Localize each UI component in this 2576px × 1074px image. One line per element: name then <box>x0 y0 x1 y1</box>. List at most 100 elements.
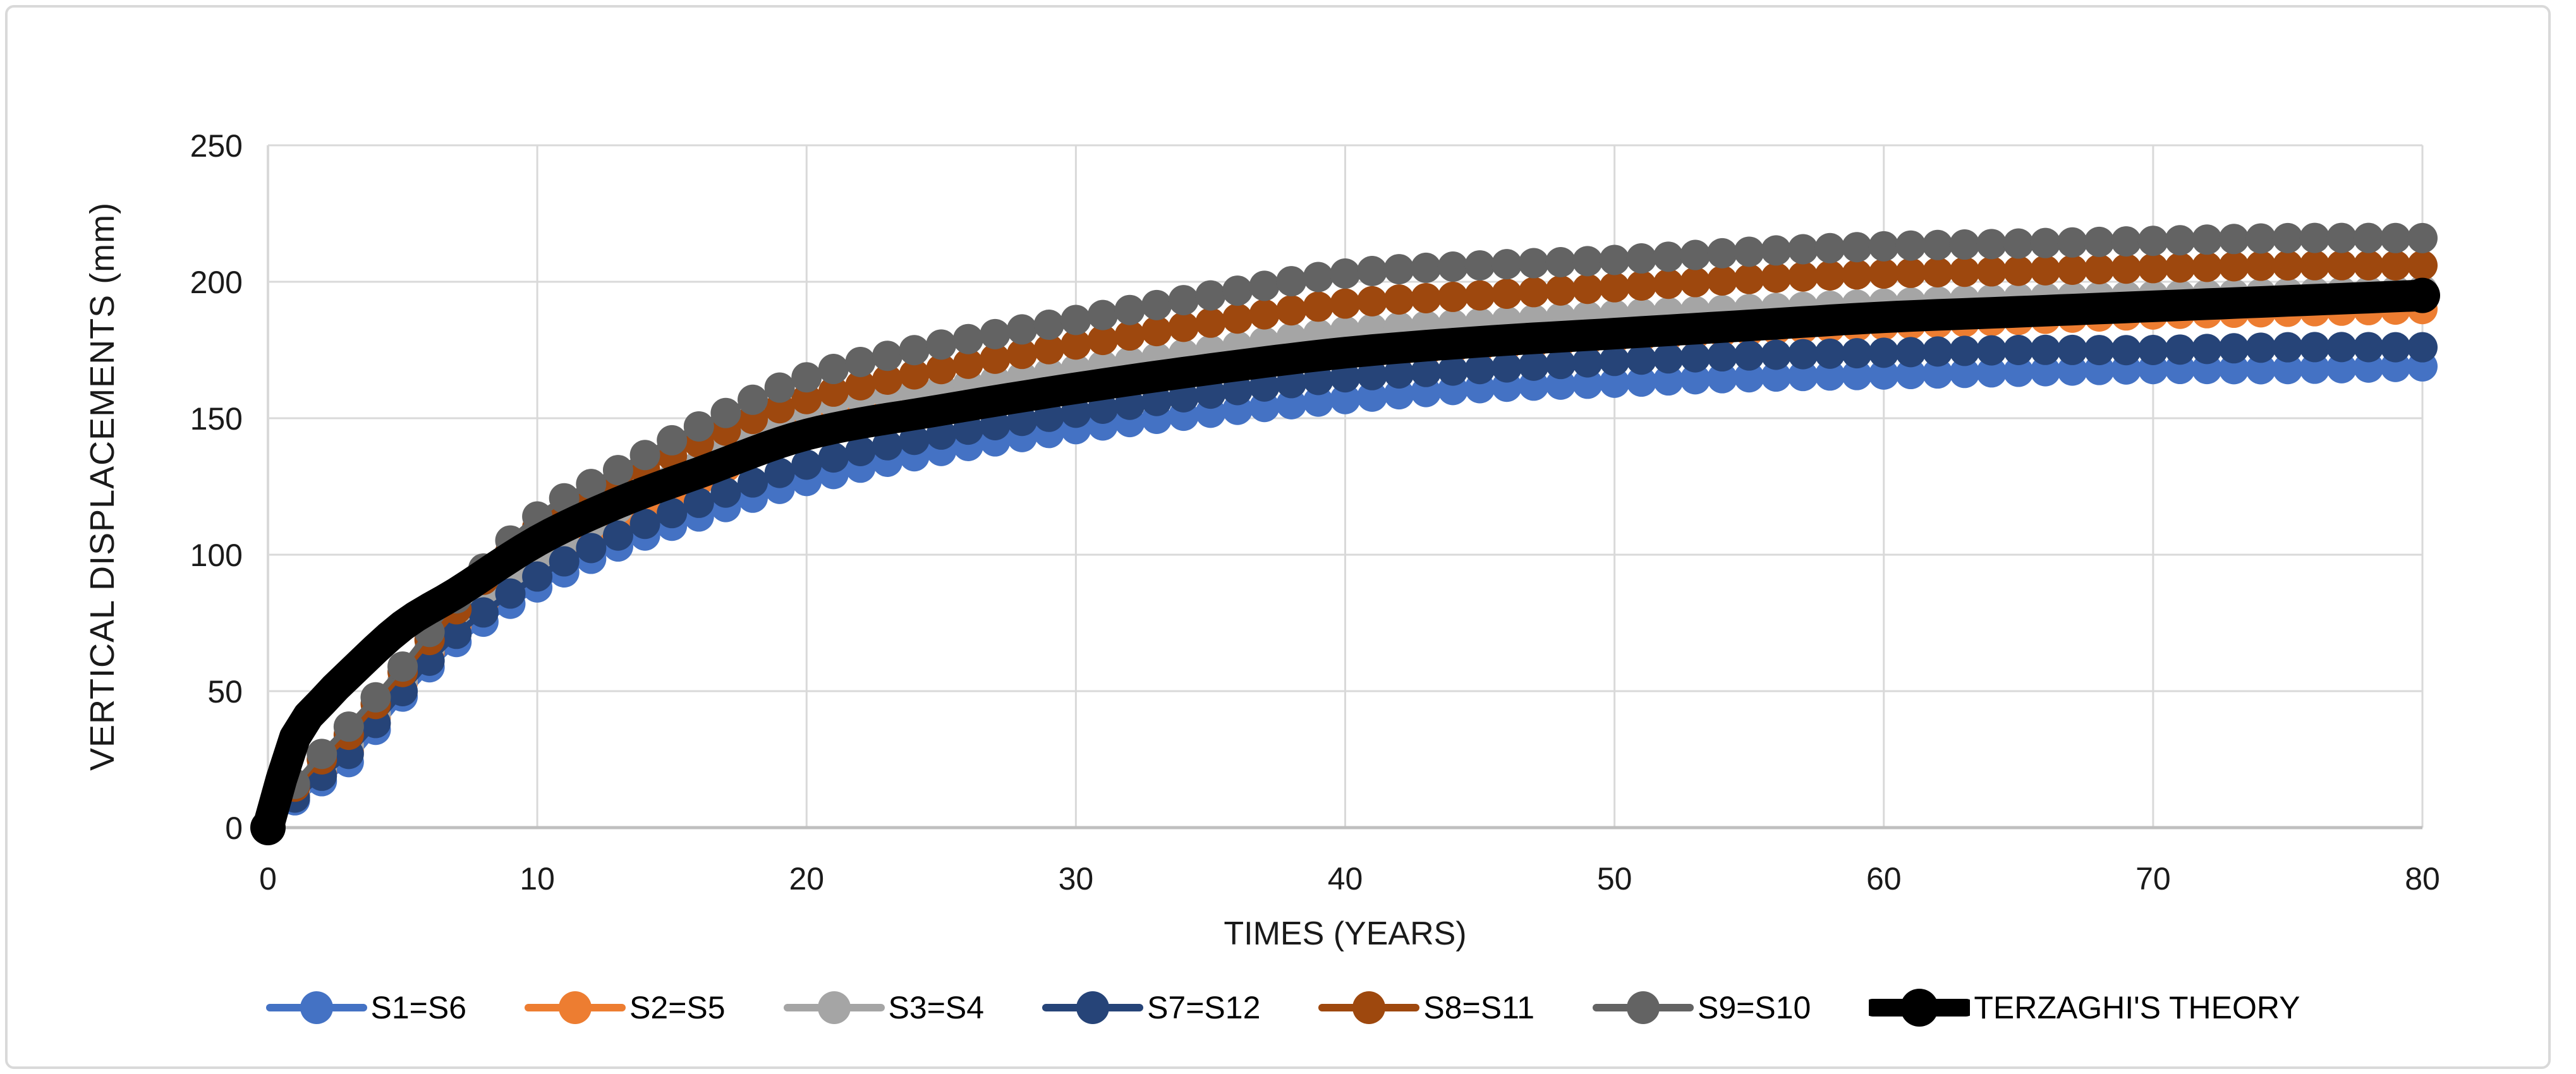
data-point-marker <box>1303 386 1334 417</box>
chart-legend: S1=S6 S2=S5 S3=S4 S7=S12 S8=S11 S9=S10 TERZAGH… <box>19 973 2547 1042</box>
legend-label: TERZAGHI'S THEORY <box>1974 990 2300 1025</box>
data-point-marker <box>1330 362 1361 393</box>
data-point-marker <box>1976 357 2007 388</box>
data-point-marker <box>576 533 607 564</box>
data-point-marker <box>441 618 472 649</box>
data-point-marker <box>2030 334 2061 365</box>
data-point-marker <box>791 362 822 393</box>
legend-item-s8-s11[interactable]: S8=S11 <box>1318 986 1534 1030</box>
legend-label: S9=S10 <box>1698 990 1811 1025</box>
data-point-marker <box>2245 223 2276 254</box>
data-point-marker <box>1276 389 1307 419</box>
data-point-marker <box>1761 235 1792 266</box>
data-point-marker <box>1195 378 1226 409</box>
x-tick-label: 40 <box>1328 861 1363 896</box>
data-point-marker <box>1922 229 1953 260</box>
legend-marker-icon <box>783 991 885 1024</box>
data-point-marker <box>495 578 526 609</box>
data-point-marker <box>2003 255 2034 286</box>
data-point-marker <box>1330 383 1361 414</box>
data-point-marker <box>2030 255 2061 286</box>
data-point-marker <box>2003 356 2034 387</box>
data-point-marker <box>1114 294 1145 325</box>
x-tick-label: 0 <box>259 861 277 896</box>
data-point-marker <box>2245 354 2276 385</box>
data-point-marker <box>1976 229 2007 260</box>
data-point-marker <box>845 370 876 401</box>
data-point-marker <box>1357 381 1388 412</box>
data-point-marker <box>1357 286 1388 317</box>
data-point-marker <box>1330 288 1361 319</box>
data-point-marker <box>1626 243 1657 274</box>
data-point-marker <box>2165 252 2196 283</box>
data-point-marker <box>845 436 876 467</box>
legend-marker-icon <box>1318 991 1420 1024</box>
data-point-marker <box>1518 277 1549 308</box>
legend-item-s9-s10[interactable]: S9=S10 <box>1593 986 1811 1030</box>
data-point-marker <box>2326 222 2357 253</box>
x-tick-label: 30 <box>1059 861 1094 896</box>
data-point-marker <box>2272 332 2303 363</box>
x-tick-label: 60 <box>1866 861 1902 896</box>
data-point-marker <box>2030 227 2061 258</box>
data-point-marker <box>1572 246 1603 277</box>
data-point-marker <box>1626 344 1657 375</box>
data-point-marker <box>2111 253 2142 284</box>
data-point-marker <box>1814 260 1845 291</box>
data-point-marker <box>522 561 553 592</box>
y-tick-label: 0 <box>225 811 243 846</box>
legend-marker-icon <box>1869 989 1971 1027</box>
data-point-marker <box>1007 314 1038 345</box>
data-point-marker <box>926 329 957 360</box>
data-point-marker <box>602 520 633 551</box>
data-point-marker <box>1168 285 1199 316</box>
data-point-marker <box>1222 375 1253 406</box>
data-point-marker <box>845 346 876 377</box>
legend-marker-icon <box>1593 991 1694 1024</box>
data-point-marker <box>1195 280 1226 311</box>
data-point-marker <box>1653 268 1684 299</box>
data-point-marker <box>1141 316 1172 347</box>
data-point-marker <box>2299 353 2330 384</box>
data-point-marker <box>1761 339 1792 370</box>
y-tick-label: 100 <box>190 538 243 573</box>
data-point-marker <box>1464 354 1495 385</box>
data-point-marker <box>952 348 983 379</box>
legend-item-s7-s12[interactable]: S7=S12 <box>1042 986 1260 1030</box>
data-point-marker <box>2353 222 2384 253</box>
data-point-marker <box>1707 341 1738 372</box>
data-point-marker <box>1572 368 1603 399</box>
data-point-marker <box>2299 222 2330 253</box>
data-point-marker <box>2272 222 2303 253</box>
data-point-marker <box>1464 250 1495 281</box>
legend-circle-swatch <box>1627 991 1660 1024</box>
data-point-marker <box>1303 291 1334 322</box>
x-axis-title: TIMES (YEARS) <box>1224 915 1467 952</box>
data-point-marker <box>1868 337 1899 368</box>
legend-circle-swatch <box>1352 991 1386 1024</box>
data-point-marker <box>899 359 930 390</box>
legend-item-s1-s6[interactable]: S1=S6 <box>265 986 466 1030</box>
data-point-marker <box>657 425 688 456</box>
legend-item-s3-s4[interactable]: S3=S4 <box>783 986 984 1030</box>
legend-circle-swatch <box>1076 991 1110 1024</box>
data-point-marker <box>1545 275 1576 306</box>
data-point-marker <box>764 372 795 403</box>
data-point-marker <box>629 440 660 471</box>
legend-marker-icon <box>525 991 626 1024</box>
data-point-marker <box>2003 228 2034 259</box>
data-point-marker <box>1249 270 1280 301</box>
data-point-marker <box>899 425 930 456</box>
data-point-marker <box>1868 359 1899 390</box>
data-point-marker <box>1842 338 1873 369</box>
data-point-marker <box>1276 295 1307 326</box>
series-connector-line <box>293 344 2423 800</box>
data-point-marker <box>2003 335 2034 365</box>
legend-item-terzaghi-s-theory[interactable]: TERZAGHI'S THEORY <box>1869 986 2300 1030</box>
data-point-marker <box>1168 311 1199 342</box>
data-point-marker <box>1033 334 1064 365</box>
legend-circle-swatch <box>1900 989 1939 1027</box>
data-point-marker <box>1922 257 1953 288</box>
data-point-marker <box>2245 332 2276 363</box>
legend-item-s2-s5[interactable]: S2=S5 <box>525 986 726 1030</box>
